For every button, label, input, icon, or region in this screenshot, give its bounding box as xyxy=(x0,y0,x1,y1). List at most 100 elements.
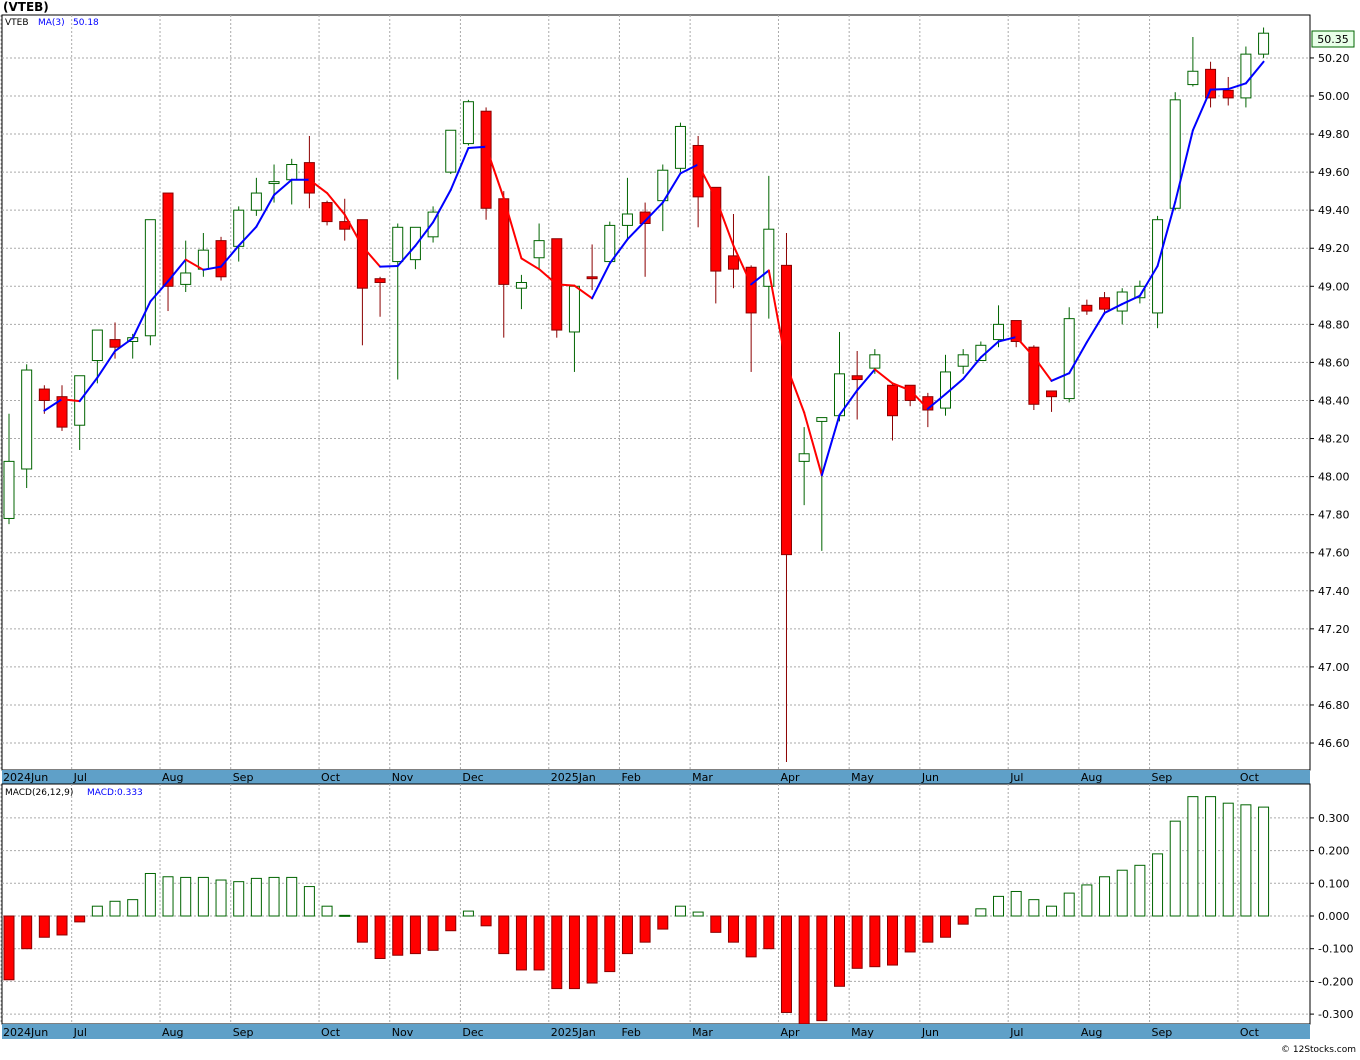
price-gridlines xyxy=(0,15,1310,770)
macd-bar-positive xyxy=(1028,899,1040,917)
candle-down xyxy=(215,240,227,278)
candlestick-series xyxy=(3,27,1270,763)
candle-up xyxy=(91,329,103,362)
macd-bar-positive xyxy=(462,910,474,917)
ma-segment xyxy=(750,269,770,286)
price-month-label: May xyxy=(851,771,874,784)
macd-bar-negative xyxy=(568,915,580,990)
macd-bar-negative xyxy=(3,915,15,981)
macd-bar-positive xyxy=(250,877,262,917)
price-tick-label: 48.20 xyxy=(1318,433,1350,446)
candle-up xyxy=(869,354,881,369)
price-month-label: 2024Jun xyxy=(3,771,48,784)
price-month-label: Sep xyxy=(1152,771,1173,784)
last-price-label: 50.35 xyxy=(1317,33,1349,46)
ma-segment xyxy=(43,398,64,412)
price-tick-label: 47.40 xyxy=(1318,585,1350,598)
macd-month-label: May xyxy=(851,1026,874,1039)
ma-segment xyxy=(131,300,152,340)
price-month-label: 2025Jan xyxy=(551,771,596,784)
candle-down xyxy=(56,396,68,428)
ma-segment xyxy=(326,192,346,216)
macd-bar-positive xyxy=(233,881,245,917)
candle-down xyxy=(887,384,898,417)
macd-bar-positive xyxy=(1187,796,1199,917)
macd-bar-negative xyxy=(74,915,86,923)
ma-segment xyxy=(414,221,435,247)
macd-bar-positive xyxy=(1222,802,1234,917)
candle-up xyxy=(462,101,474,145)
ma-segment xyxy=(1227,82,1247,91)
macd-bar-negative xyxy=(586,915,598,984)
macd-month-label: Jun xyxy=(921,1026,939,1039)
macd-bar-positive xyxy=(339,914,351,917)
macd-bar-negative xyxy=(515,915,527,971)
ma-segment xyxy=(184,258,205,271)
macd-tick-label: -0.100 xyxy=(1318,943,1353,956)
macd-bar-negative xyxy=(940,915,952,938)
ma-segment xyxy=(979,340,1000,359)
candle-up xyxy=(144,219,156,337)
ma-segment xyxy=(343,213,364,248)
candle-down xyxy=(1099,297,1111,310)
candle-up xyxy=(1063,318,1075,400)
ma-segment xyxy=(608,238,629,265)
macd-bar-positive xyxy=(109,900,121,917)
macd-bar-negative xyxy=(904,915,916,953)
macd-bar-positive xyxy=(162,876,174,917)
price-tick-label: 48.60 xyxy=(1318,356,1350,369)
candle-up xyxy=(268,181,280,185)
ma-segment xyxy=(803,411,823,477)
macd-tick-label: 0.300 xyxy=(1318,812,1350,825)
candle-up xyxy=(409,226,421,261)
ma-segment xyxy=(944,377,965,396)
candle-up xyxy=(427,211,439,238)
candle-up xyxy=(197,249,209,270)
macd-month-label: Feb xyxy=(621,1026,640,1039)
candle-up xyxy=(957,354,969,367)
macd-bar-negative xyxy=(780,915,792,1013)
price-tick-label: 47.80 xyxy=(1318,509,1350,522)
candle-up xyxy=(1134,285,1146,299)
macd-bar-positive xyxy=(303,886,315,917)
macd-month-label: Mar xyxy=(692,1026,713,1039)
macd-month-label: Apr xyxy=(780,1026,800,1039)
candle-down xyxy=(745,266,757,314)
candle-up xyxy=(3,460,15,519)
price-tick-label: 50.00 xyxy=(1318,90,1350,103)
ma-segment xyxy=(997,336,1018,343)
last-price-box xyxy=(1311,30,1355,48)
macd-bar-positive xyxy=(1134,864,1146,917)
candle-up xyxy=(445,129,457,173)
macd-bar-positive xyxy=(993,895,1005,917)
macd-bar-negative xyxy=(480,915,492,927)
macd-bar-positive xyxy=(180,876,192,917)
macd-bar-negative xyxy=(621,915,633,955)
macd-bar-negative xyxy=(922,915,934,943)
macd-bar-negative xyxy=(833,915,845,987)
price-tick-label: 49.40 xyxy=(1318,204,1350,217)
macd-bar-positive xyxy=(1169,820,1181,917)
candle-down xyxy=(904,384,916,401)
macd-date-axis: 2024Jun Jul Aug Sep Oct Nov Dec 2025Jan Feb Mar Ap… xyxy=(3,1026,1260,1039)
ma-segment xyxy=(1244,60,1265,85)
ma-segment xyxy=(538,268,558,286)
ma-segment xyxy=(114,337,134,353)
macd-bar-positive xyxy=(1152,853,1164,917)
ma-segment xyxy=(255,193,276,228)
macd-bar-positive xyxy=(321,905,333,917)
macd-bar-negative xyxy=(427,915,439,951)
ma-segment xyxy=(1085,311,1106,344)
macd-bar-positive xyxy=(1063,892,1075,917)
legend-symbol: VTEB xyxy=(5,18,29,28)
price-panel-frame xyxy=(1,14,1311,771)
macd-bar-negative xyxy=(657,915,669,930)
ma-segment xyxy=(838,389,859,417)
macd-bar-positive xyxy=(1099,876,1111,917)
ma-segment xyxy=(167,258,187,283)
macd-bar-negative xyxy=(639,915,651,943)
ma-segment xyxy=(962,356,982,380)
macd-bar-positive xyxy=(1010,890,1022,917)
